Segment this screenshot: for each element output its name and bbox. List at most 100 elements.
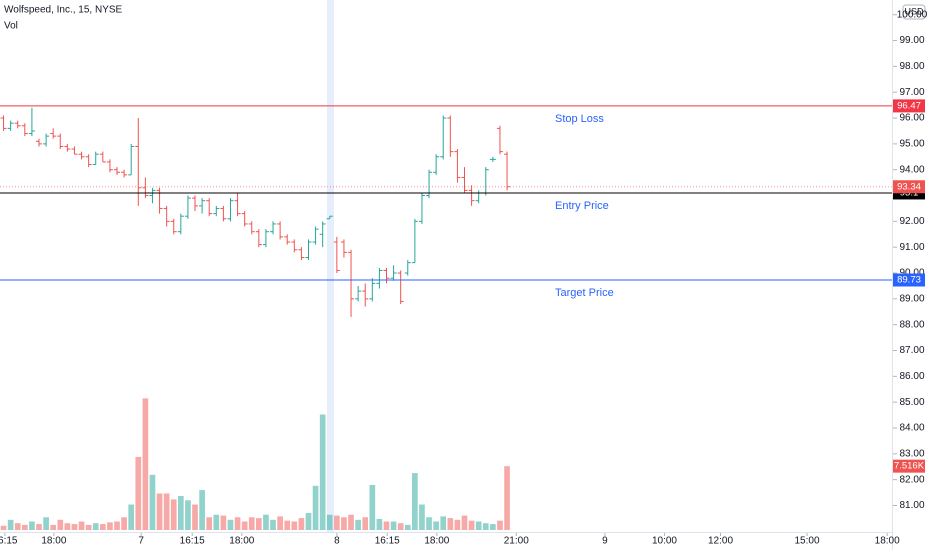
y-tick-label: 95.00: [899, 139, 924, 150]
level-tag-bg: [893, 273, 925, 287]
volume-bar: [454, 519, 461, 530]
volume-bar: [170, 499, 177, 530]
volume-bar: [213, 514, 220, 530]
volume-bar: [362, 517, 369, 530]
volume-bar: [490, 524, 496, 530]
x-tick-label: 15:00: [795, 536, 820, 547]
volume-bar: [419, 504, 425, 530]
volume-bar: [440, 516, 447, 530]
volume-bar: [241, 521, 248, 530]
chart-title: Wolfspeed, Inc., 15, NYSE: [4, 5, 123, 16]
level-label: Stop Loss: [555, 113, 604, 125]
last-price-tag-bg: [893, 180, 925, 194]
y-tick-label: 86.00: [899, 371, 924, 382]
x-tick-label: 18:00: [424, 536, 449, 547]
x-tick-label: 18:00: [229, 536, 254, 547]
volume-bar: [206, 517, 213, 530]
volume-bar: [348, 514, 354, 530]
x-tick-label: 7: [138, 536, 144, 547]
volume-bar: [149, 474, 156, 530]
volume-bar: [412, 473, 418, 530]
volume-bar: [433, 521, 439, 530]
volume-bar: [128, 504, 135, 530]
volume-bar: [199, 490, 205, 530]
volume-bar: [78, 521, 85, 530]
volume-bar: [383, 521, 390, 530]
volume-bar: [178, 496, 184, 530]
volume-bar: [234, 517, 241, 530]
currency-box[interactable]: [902, 4, 926, 20]
volume-bar: [71, 524, 78, 530]
volume-bar: [426, 517, 432, 530]
volume-bar: [99, 524, 106, 530]
x-tick-label: 18:00: [875, 536, 900, 547]
volume-bar: [369, 484, 376, 530]
volume-bar: [319, 414, 326, 530]
volume-bar: [114, 521, 120, 530]
volume-bar: [355, 519, 361, 530]
volume-bar: [14, 523, 21, 530]
volume-bar: [163, 493, 170, 530]
volume-bar: [277, 516, 283, 530]
volume-bar: [7, 519, 14, 530]
y-tick-label: 89.00: [899, 293, 924, 304]
volume-bar: [312, 485, 319, 530]
y-tick-label: 98.00: [899, 61, 924, 72]
y-tick-label: 88.00: [899, 319, 924, 330]
volume-bar: [504, 466, 510, 530]
volume-bar: [57, 519, 64, 530]
volume-bar: [121, 517, 127, 530]
volume-bar: [376, 518, 383, 530]
volume-tag-bg: [893, 459, 925, 473]
volume-bar: [107, 522, 113, 530]
x-tick-label: 18:00: [41, 536, 66, 547]
last-price-tag: 93.34: [897, 181, 921, 192]
volume-bar: [263, 514, 269, 530]
x-tick-label: 10:00: [652, 536, 677, 547]
volume-bar: [220, 515, 227, 530]
volume-bar: [36, 524, 42, 530]
volume-bar: [29, 521, 35, 530]
y-tick-label: 87.00: [899, 345, 924, 356]
volume-bar: [92, 523, 99, 530]
volume-bar: [305, 513, 312, 530]
level-label: Target Price: [555, 287, 614, 299]
volume-bar: [192, 504, 198, 530]
y-tick-label: 96.00: [899, 113, 924, 124]
volume-bar: [227, 519, 234, 530]
y-tick-label: 90.00: [899, 268, 924, 279]
y-tick-label: 91.00: [899, 242, 924, 253]
volume-bar: [256, 518, 262, 530]
x-tick-label: 21:00: [504, 536, 529, 547]
session-highlight: [327, 0, 334, 532]
volume-bar: [326, 514, 333, 530]
volume-bar: [334, 515, 340, 530]
volume-bar: [390, 521, 397, 530]
level-tag: 89.73: [897, 275, 921, 286]
x-tick-label: 16:15: [180, 536, 205, 547]
currency: USD: [904, 6, 924, 16]
x-tick-label: 16:15: [375, 536, 400, 547]
y-tick-label: 85.00: [899, 397, 924, 408]
y-tick-label: 97.00: [899, 87, 924, 98]
volume-title: Vol: [4, 21, 18, 32]
y-tick-label: 92.00: [899, 216, 924, 227]
volume-bar: [397, 523, 404, 530]
level-tag: 96.47: [897, 100, 921, 111]
y-tick-label: 100.00: [897, 9, 928, 20]
x-tick-label: 9: [602, 536, 608, 547]
x-tick-label: 16:15: [0, 536, 18, 547]
volume-bar: [468, 520, 475, 530]
volume-bar: [497, 520, 503, 530]
volume-bar: [447, 518, 454, 530]
y-tick-label: 84.00: [899, 423, 924, 434]
volume-bar: [135, 456, 142, 530]
y-tick-label: 81.00: [899, 500, 924, 511]
volume-bar: [341, 517, 347, 530]
volume-bar: [43, 517, 49, 530]
volume-bar: [404, 524, 411, 530]
volume-bar: [185, 500, 191, 530]
volume-bar: [21, 524, 28, 530]
